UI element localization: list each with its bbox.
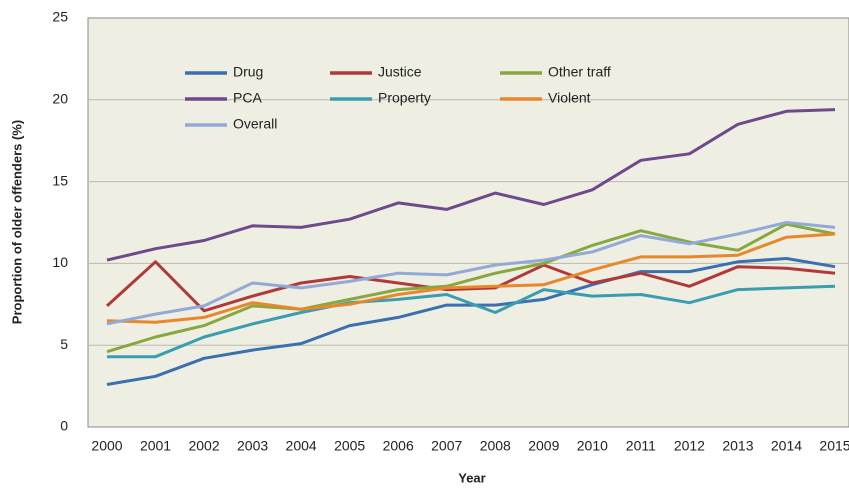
legend-label: Overall [233, 116, 277, 132]
y-tick-label: 15 [52, 172, 68, 188]
series-line [106, 108, 836, 262]
plot-area [87, 17, 849, 428]
series-line [106, 232, 836, 324]
x-tick-label: 2013 [722, 438, 753, 454]
series-line [106, 221, 836, 326]
legend-label: Violent [548, 90, 591, 106]
x-tick-label: 2002 [188, 438, 219, 454]
x-tick-label: 2008 [480, 438, 511, 454]
series-line [107, 284, 836, 359]
x-tick-label: 2007 [431, 438, 462, 454]
y-tick-label: 10 [52, 254, 68, 270]
series-line [106, 257, 836, 386]
series-line [105, 260, 836, 313]
y-tick-label: 25 [52, 9, 68, 25]
x-tick-label: 2006 [383, 438, 414, 454]
y-tick-label: 0 [60, 418, 68, 434]
x-tick-label: 2001 [140, 438, 171, 454]
y-tick-label: 5 [60, 336, 68, 352]
y-tick-label: 20 [52, 91, 68, 107]
legend-label: Drug [233, 64, 263, 80]
legend-label: Property [378, 90, 431, 106]
x-tick-label: 2015 [819, 438, 849, 454]
x-tick-label: 2010 [577, 438, 608, 454]
y-axis-title: Proportion of older offenders (%) [9, 120, 24, 324]
x-tick-label: 2003 [237, 438, 268, 454]
x-tick-label: 2009 [528, 438, 559, 454]
x-axis-title: Year [458, 470, 485, 485]
legend-label: Justice [378, 64, 422, 80]
legend-label: Other traff [548, 64, 611, 80]
x-tick-label: 2000 [91, 438, 122, 454]
x-tick-label: 2005 [334, 438, 365, 454]
series-line [106, 222, 836, 354]
legend-label: PCA [233, 90, 262, 106]
x-tick-label: 2014 [771, 438, 802, 454]
x-tick-label: 2004 [286, 438, 317, 454]
x-tick-label: 2011 [626, 438, 656, 454]
x-tick-label: 2012 [674, 438, 705, 454]
